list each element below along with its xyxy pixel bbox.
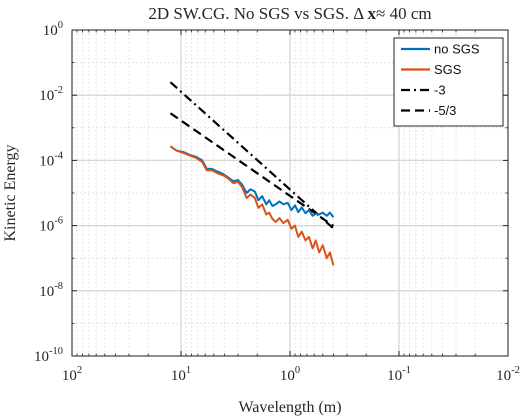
legend-label: -3: [434, 83, 446, 98]
series-line-5-3: [169, 112, 335, 227]
y-tick-label: 10-4: [39, 150, 63, 169]
series-line-sgs: [169, 145, 335, 266]
series-layer: [169, 81, 335, 266]
series-line-no-sgs: [169, 145, 335, 218]
x-tick-label: 100: [280, 365, 300, 384]
x-tick-labels: 102 101 100 10-1 10-2: [62, 365, 520, 384]
legend-label: SGS: [434, 62, 462, 77]
y-tick-label: 10-2: [39, 85, 63, 104]
legend: no SGS SGS -3 -5/3: [393, 37, 504, 127]
series-line-3: [169, 81, 335, 230]
y-tick-label: 10-10: [34, 346, 63, 365]
x-tick-label: 101: [171, 365, 191, 384]
legend-box: [393, 37, 504, 127]
y-tick-label: 100: [43, 20, 63, 39]
x-tick-label: 10-2: [496, 365, 520, 384]
y-tick-labels: 100 10-2 10-4 10-6 10-8 10-10: [34, 20, 64, 365]
chart-title: 2D SW.CG. No SGS vs SGS. Δ x≈ 40 cm: [148, 4, 431, 23]
y-axis-label: Kinetic Energy: [2, 144, 19, 241]
x-tick-label: 102: [62, 365, 82, 384]
minor-grid: [72, 30, 508, 356]
tick-marks: [71, 29, 509, 357]
legend-label: no SGS: [434, 42, 480, 57]
legend-label: -5/3: [434, 103, 456, 118]
y-tick-label: 10-8: [39, 281, 63, 300]
x-tick-label: 10-1: [387, 365, 411, 384]
y-tick-label: 10-6: [39, 216, 63, 235]
x-axis-label: Wavelength (m): [238, 399, 341, 416]
